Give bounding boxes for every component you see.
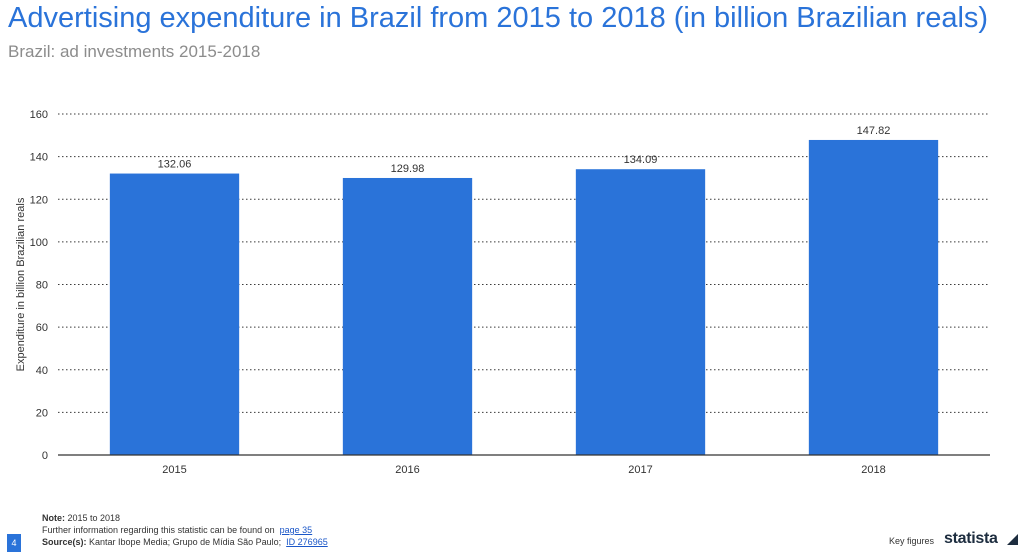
y-tick-label-80: 80: [36, 280, 48, 292]
data-label-2018: 147.82: [857, 125, 891, 137]
key-figures-label: Key figures: [889, 536, 935, 546]
y-tick-label-40: 40: [36, 365, 48, 377]
y-tick-label-20: 20: [36, 407, 48, 419]
page-number: 4: [7, 534, 21, 552]
chart-title: Advertising expenditure in Brazil from 2…: [8, 2, 989, 34]
note-line: Note: 2015 to 2018: [42, 512, 328, 524]
note-label: Note:: [42, 513, 65, 523]
further-info-line: Further information regarding this stati…: [42, 524, 328, 536]
x-tick-label-2017: 2017: [628, 464, 652, 476]
sources-text: Kantar Ibope Media; Grupo de Mídia São P…: [89, 537, 282, 547]
y-tick-label-140: 140: [30, 152, 48, 164]
bar-2017: [575, 169, 706, 455]
y-tick-label-100: 100: [30, 237, 48, 249]
x-tick-label-2015: 2015: [162, 464, 186, 476]
y-tick-label-60: 60: [36, 322, 48, 334]
bar-2018: [808, 139, 939, 455]
data-label-2016: 129.98: [391, 163, 425, 175]
y-tick-label-0: 0: [42, 450, 48, 462]
further-info-text: Further information regarding this stati…: [42, 525, 275, 535]
x-tick-label-2018: 2018: [861, 464, 885, 476]
sources-label: Source(s):: [42, 537, 87, 547]
statistic-id-link[interactable]: ID 276965: [286, 537, 328, 547]
data-label-2017: 134.09: [624, 154, 658, 166]
x-tick-label-2016: 2016: [395, 464, 419, 476]
bar-2015: [109, 173, 240, 455]
y-tick-label-160: 160: [30, 109, 48, 121]
bar-2016: [342, 177, 473, 456]
y-tick-label-120: 120: [30, 194, 48, 206]
chart-subtitle: Brazil: ad investments 2015-2018: [8, 42, 261, 61]
note-text: 2015 to 2018: [67, 513, 121, 523]
statista-logo-text: statista: [944, 530, 998, 547]
footer-notes: Note: 2015 to 2018 Further information r…: [42, 512, 328, 548]
page-link[interactable]: page 35: [279, 525, 313, 535]
data-label-2015: 132.06: [158, 159, 192, 171]
sources-line: Source(s): Kantar Ibope Media; Grupo de …: [42, 536, 328, 548]
y-axis-title: Expenditure in billion Brazilian reals: [15, 197, 27, 371]
statista-logo-icon: [1007, 534, 1018, 545]
